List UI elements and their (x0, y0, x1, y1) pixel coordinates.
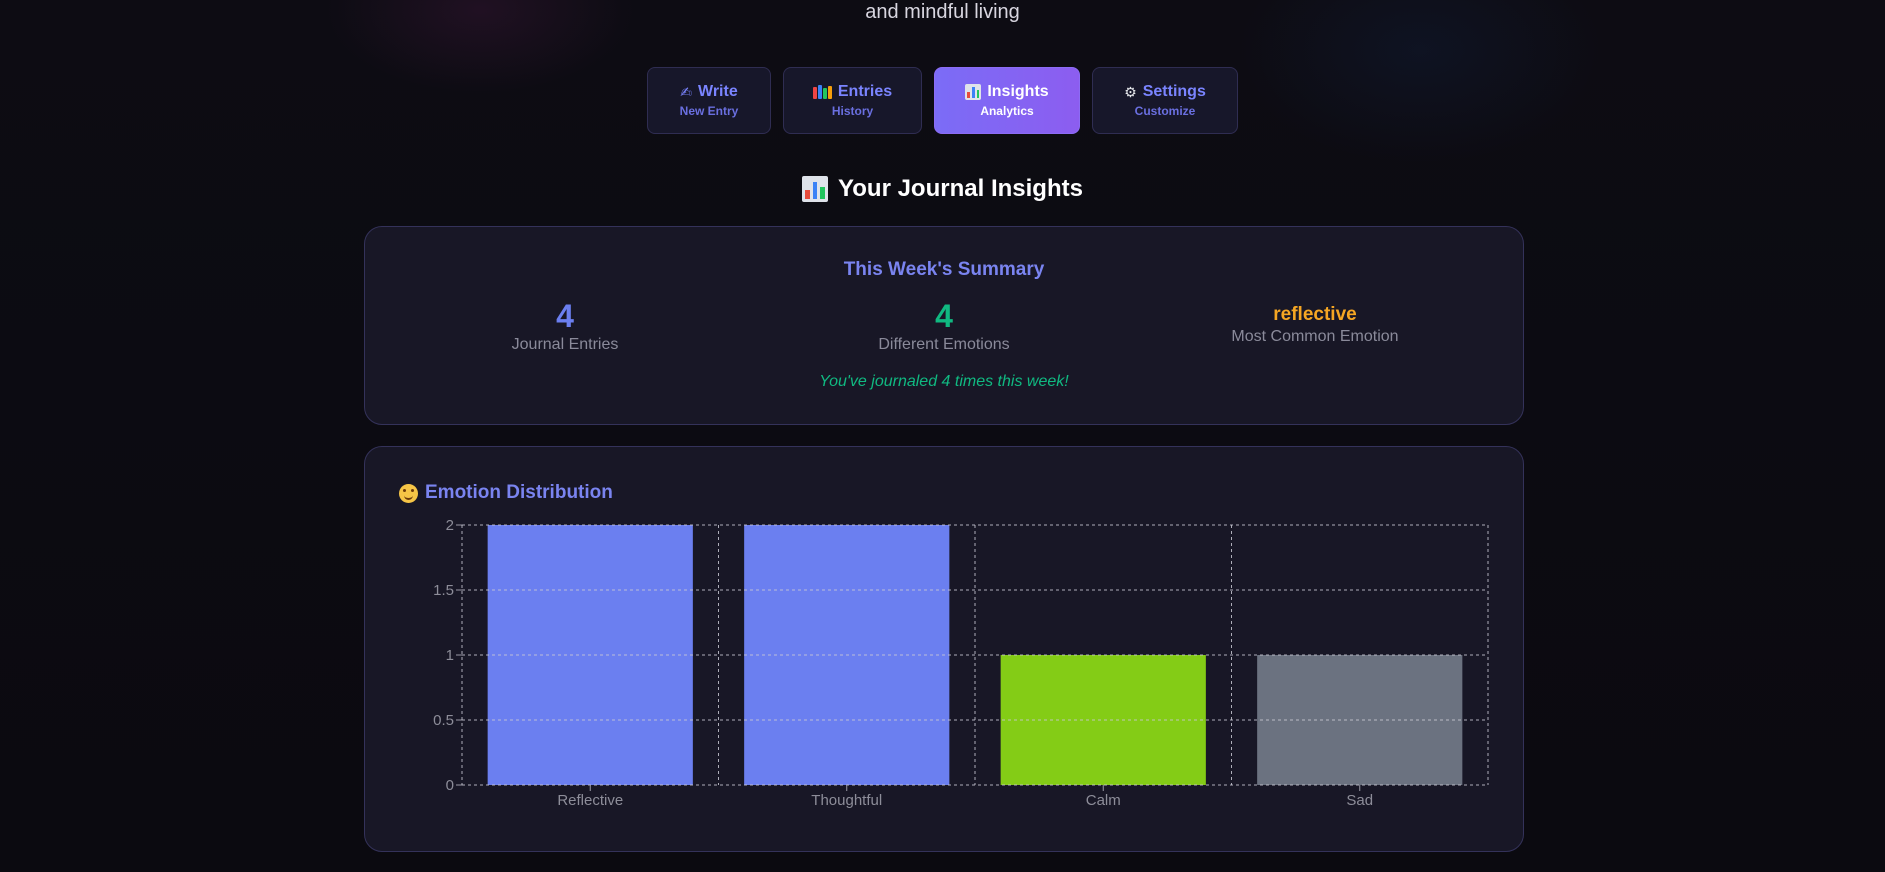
chart-title-text: Emotion Distribution (425, 482, 613, 503)
bar-chart-icon (802, 176, 829, 202)
page-title: Your Journal Insights (0, 175, 1885, 203)
tab-insights-sub: Analytics (980, 104, 1034, 118)
stat-different-emotions: 4 Different Emotions (744, 297, 1144, 355)
bar-chart-icon (965, 84, 982, 100)
weekly-summary-card: This Week's Summary 4 Journal Entries 4 … (364, 226, 1524, 425)
chart-x-tick-label-reflective: Reflective (557, 792, 623, 809)
tab-insights-label: Insights (987, 83, 1049, 100)
app-tagline: and mindful living (865, 1, 1020, 23)
stat-emotions-label: Different Emotions (878, 336, 1010, 353)
tab-write[interactable]: ✍ Write New Entry (647, 67, 771, 134)
smiling-face-icon (399, 483, 418, 503)
chart-title: Emotion Distribution (399, 482, 613, 504)
stat-emotions-value: 4 (935, 298, 953, 334)
stat-common-label: Most Common Emotion (1231, 328, 1399, 345)
tab-insights[interactable]: Insights Analytics (934, 67, 1080, 134)
chart-y-tick-label: 2 (446, 517, 454, 534)
chart-x-tick-label-calm: Calm (1086, 792, 1121, 809)
chart-bar-sad (1257, 655, 1463, 785)
chart-bar-calm (1000, 655, 1206, 785)
tab-settings-sub: Customize (1134, 104, 1196, 118)
page-title-text: Your Journal Insights (838, 175, 1083, 202)
stat-journal-entries: 4 Journal Entries (365, 297, 765, 355)
tab-settings[interactable]: ⚙ Settings Customize (1092, 67, 1238, 134)
tab-entries-label: Entries (837, 83, 893, 100)
stat-most-common-emotion: reflective Most Common Emotion (1115, 297, 1515, 347)
main-nav: ✍ Write New Entry Entries History Insigh… (0, 67, 1885, 134)
stat-entries-label: Journal Entries (511, 336, 619, 353)
emotion-distribution-card: Emotion Distribution 0 0.5 1 1.5 2 Reflective… (364, 446, 1524, 852)
books-icon (812, 85, 832, 99)
tab-write-label: Write (698, 83, 738, 100)
chart-y-tick-label: 0.5 (433, 712, 454, 729)
tab-entries[interactable]: Entries History (783, 67, 922, 134)
stat-common-value: reflective (1273, 304, 1357, 325)
chart-y-tick-label: 0 (446, 777, 454, 794)
chart-y-tick-label: 1.5 (433, 582, 454, 599)
writing-hand-icon: ✍ (680, 84, 692, 100)
chart-x-tick-label-sad: Sad (1346, 792, 1373, 809)
tab-entries-sub: History (831, 104, 874, 118)
chart-x-tick-label-thoughtful: Thoughtful (811, 792, 882, 809)
summary-heading: This Week's Summary (843, 259, 1045, 280)
tab-settings-label: Settings (1142, 83, 1206, 100)
gear-icon: ⚙ (1124, 84, 1137, 100)
tab-write-sub: New Entry (679, 104, 739, 118)
stat-entries-value: 4 (556, 298, 574, 334)
summary-note: You've journaled 4 times this week! (819, 373, 1069, 390)
emotion-bar-chart: 0 0.5 1 1.5 2 Reflective Thoughtful Calm Sad (433, 517, 1489, 809)
chart-y-tick-label: 1 (446, 647, 454, 664)
